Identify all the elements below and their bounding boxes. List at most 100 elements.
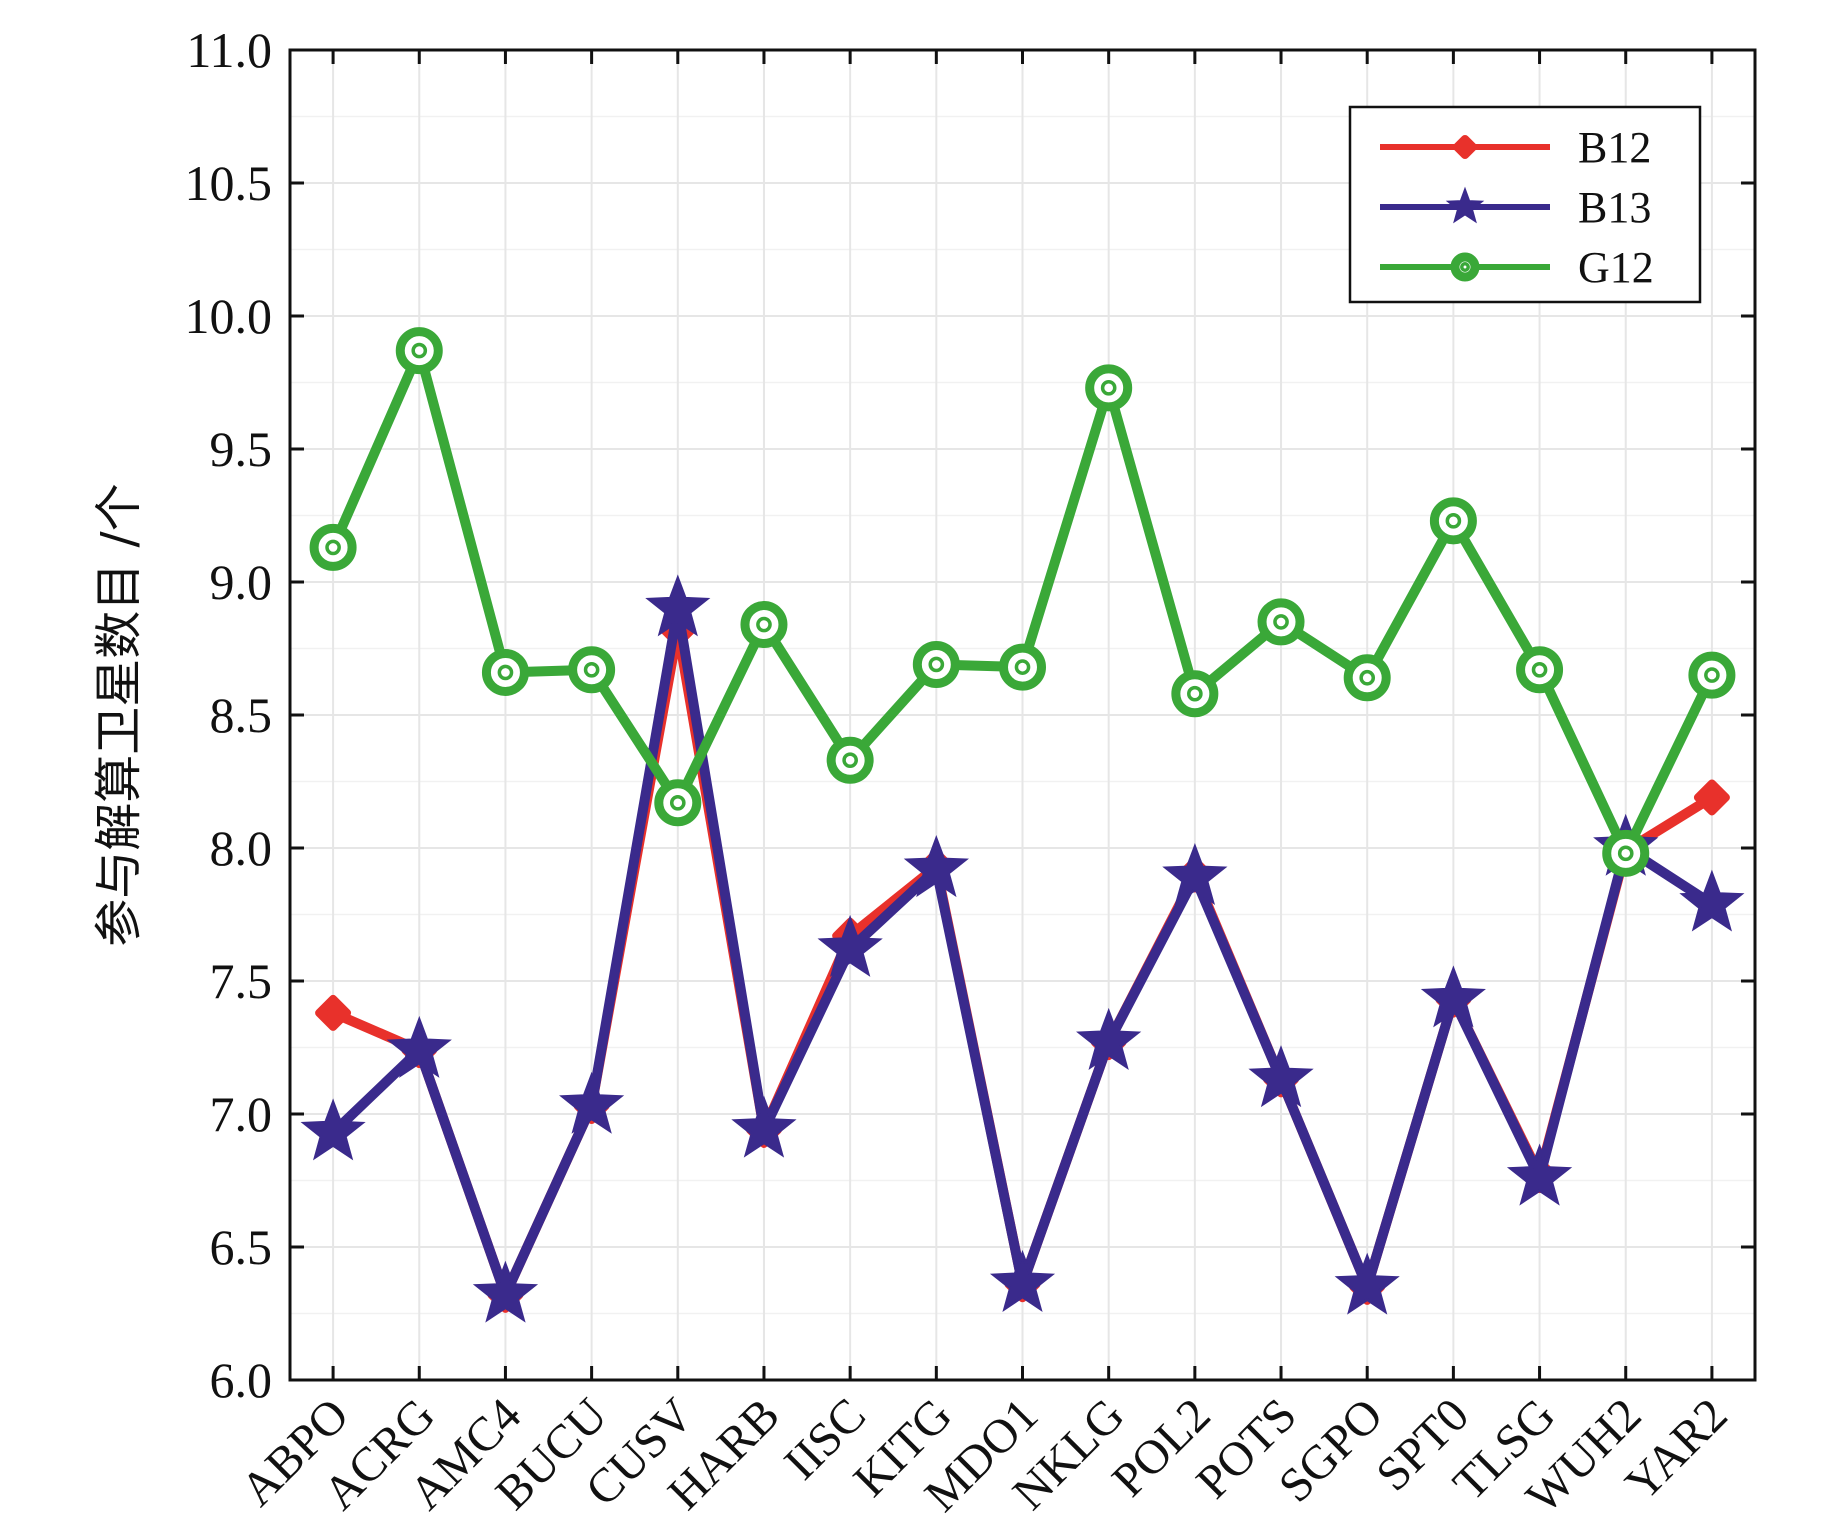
series-b13-point bbox=[1506, 1143, 1573, 1206]
series-g12-point-inner bbox=[1531, 661, 1548, 678]
series-b13-point bbox=[1679, 869, 1745, 932]
series-g12-point bbox=[481, 648, 529, 696]
grid bbox=[290, 49, 1755, 1381]
legend: B12 B13 G12 bbox=[1348, 105, 1702, 304]
y-tick-label: 10.5 bbox=[185, 155, 273, 211]
legend-item-g12: G12 bbox=[1380, 243, 1654, 292]
series-layer bbox=[300, 327, 1745, 1323]
series-g12-point-ring bbox=[912, 640, 960, 688]
series-g12-point bbox=[1688, 651, 1736, 699]
series-g12-point bbox=[568, 646, 616, 694]
series-b13-point bbox=[1248, 1045, 1314, 1108]
y-tick-label: 11.0 bbox=[186, 22, 272, 78]
y-axis-label: 参与解算卫星数目 /个 bbox=[91, 483, 147, 946]
series-g12-point-ring bbox=[740, 601, 788, 649]
legend-marker-g12 bbox=[1450, 252, 1480, 282]
y-tick-label: 6.5 bbox=[210, 1219, 273, 1275]
legend-label-g12: G12 bbox=[1578, 243, 1654, 292]
series-g12-point bbox=[1257, 598, 1305, 646]
series-g12-point-inner bbox=[1273, 614, 1289, 630]
series-g12-point-inner bbox=[325, 539, 341, 556]
series-g12-point bbox=[1602, 829, 1650, 877]
series-g12-point-inner bbox=[1445, 512, 1462, 529]
y-tick-label: 7.0 bbox=[210, 1086, 273, 1142]
series-g12-point-inner bbox=[1617, 845, 1634, 862]
series-g12-point-inner bbox=[1704, 667, 1720, 683]
legend-label-b13: B13 bbox=[1578, 183, 1651, 232]
y-tick-label: 6.0 bbox=[210, 1352, 273, 1408]
y-tick-label: 9.5 bbox=[210, 421, 273, 477]
series-g12-point-ring bbox=[654, 779, 702, 827]
series-b13-point bbox=[903, 835, 969, 898]
y-tick-label: 9.0 bbox=[210, 554, 273, 610]
series-g12-point-inner bbox=[756, 616, 772, 633]
series-g12-point-ring bbox=[1085, 364, 1133, 412]
series-b13-point bbox=[645, 574, 711, 637]
series-g12-point-ring bbox=[309, 523, 357, 571]
legend-marker-g12-inner bbox=[1460, 262, 1470, 272]
series-b12-point bbox=[1693, 779, 1730, 816]
series-g12-point bbox=[1516, 646, 1564, 694]
series-b13-point bbox=[989, 1249, 1056, 1312]
y-tick-label: 10.0 bbox=[185, 288, 273, 344]
series-g12-point-inner bbox=[1100, 379, 1117, 396]
series-b13-point bbox=[472, 1260, 539, 1323]
series-g12-point-ring bbox=[1429, 497, 1477, 545]
legend-item-b13: B13 bbox=[1380, 183, 1651, 232]
series-g12-point-inner bbox=[1187, 685, 1203, 702]
y-tick-label: 8.0 bbox=[210, 820, 273, 876]
series-b13-point bbox=[1334, 1252, 1400, 1315]
series-b13-point bbox=[1162, 843, 1228, 905]
series-g12-point-ring bbox=[826, 736, 874, 784]
series-g12-point bbox=[1085, 364, 1133, 412]
series-g12-point-ring bbox=[395, 327, 443, 375]
legend-label-b12: B12 bbox=[1578, 123, 1651, 172]
series-g12-point-inner bbox=[411, 342, 428, 359]
legend-item-b12: B12 bbox=[1380, 123, 1651, 172]
series-b13-point bbox=[559, 1071, 625, 1134]
series-g12-point bbox=[740, 601, 788, 649]
series-g12-point bbox=[1343, 654, 1391, 702]
series-g12-point bbox=[395, 327, 443, 375]
series-b13-point bbox=[300, 1098, 366, 1161]
series-g12-point-ring bbox=[1688, 651, 1736, 699]
series-b12-point bbox=[315, 994, 352, 1031]
series-g12-point bbox=[309, 523, 357, 571]
x-tick-label: YAR2 bbox=[1615, 1388, 1737, 1510]
series-g12 bbox=[309, 327, 1736, 877]
series-g12-point bbox=[1171, 670, 1219, 718]
series-g12-point-inner bbox=[928, 656, 945, 673]
series-g12-point-ring bbox=[999, 643, 1046, 691]
series-g12-point-inner bbox=[583, 661, 600, 678]
series-g12-point-inner bbox=[842, 752, 858, 769]
series-g12-point-ring bbox=[481, 648, 529, 696]
series-g12-point-ring bbox=[1257, 598, 1305, 646]
series-g12-point-inner bbox=[1014, 659, 1031, 675]
series-g12-point bbox=[826, 736, 874, 784]
series-g12-point bbox=[999, 643, 1046, 691]
series-g12-point-inner bbox=[1359, 669, 1376, 686]
series-g12-point bbox=[1429, 497, 1477, 545]
y-tick-label: 7.5 bbox=[210, 953, 273, 1009]
legend-marker-b13 bbox=[1445, 186, 1485, 224]
series-g12-point-ring bbox=[1516, 646, 1564, 694]
series-b13-point bbox=[817, 914, 883, 977]
series-g12-point-ring bbox=[1343, 654, 1391, 702]
series-g12-point-ring bbox=[568, 646, 616, 694]
series-b13-point bbox=[1420, 965, 1486, 1028]
series-b13-point bbox=[386, 1015, 452, 1078]
series-b13-point bbox=[1076, 1007, 1142, 1070]
y-tick-label: 8.5 bbox=[210, 687, 273, 743]
series-g12-point-inner bbox=[669, 794, 686, 811]
series-g12-point-ring bbox=[1602, 829, 1650, 877]
series-g12-point-ring bbox=[1171, 670, 1219, 718]
series-g12-point bbox=[654, 779, 702, 827]
legend-marker-g12-ring bbox=[1450, 252, 1480, 282]
series-b13 bbox=[300, 574, 1745, 1323]
legend-marker-b12 bbox=[1453, 135, 1477, 159]
series-b13-point bbox=[731, 1095, 797, 1158]
series-g12-point bbox=[912, 640, 960, 688]
series-g12-point-inner bbox=[497, 664, 514, 681]
